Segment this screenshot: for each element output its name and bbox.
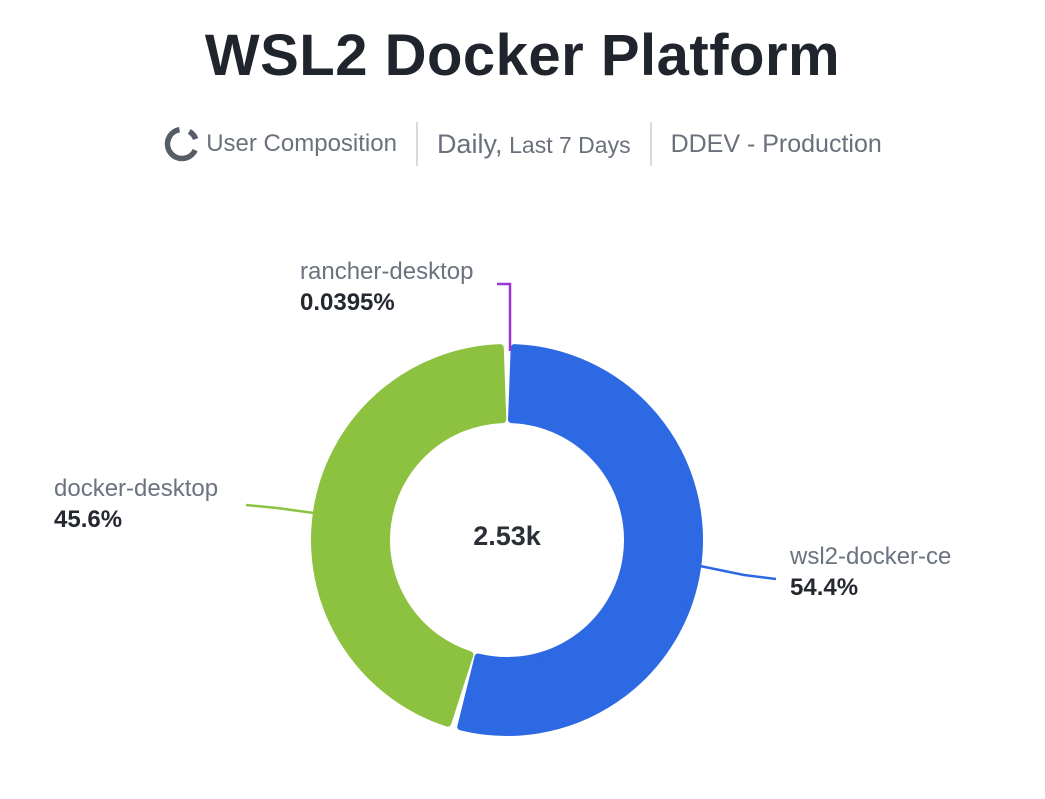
slice-percentage: 54.4%	[790, 574, 859, 601]
donut-center-total: 2.53k	[473, 521, 541, 551]
slice-percentage: 45.6%	[54, 506, 123, 533]
slice-label-rancher-desktop: rancher-desktop 0.0395%	[300, 256, 473, 318]
page-title: WSL2 Docker Platform	[204, 23, 841, 88]
donut-slice-wsl2-docker-ce[interactable]	[457, 344, 703, 736]
period-secondary: Last 7 Days	[509, 131, 631, 158]
slice-percentage: 0.0395%	[300, 289, 395, 316]
slice-label-wsl2-docker-ce: wsl2-docker-ce 54.4%	[790, 541, 951, 603]
slice-label-docker-desktop: docker-desktop 45.6%	[54, 473, 218, 535]
period-label: Daily, Last 7 Days	[437, 129, 631, 160]
period-primary: Daily,	[436, 128, 503, 159]
label-connector-rancher-desktop	[497, 282, 512, 351]
site-label: DDEV - Production	[670, 129, 882, 158]
slice-name: wsl2-docker-ce	[790, 543, 952, 570]
subtitle-divider	[649, 122, 652, 166]
chart-subtitle-row: User Composition Daily, Last 7 Days DDEV…	[0, 120, 1045, 168]
donut-chart-icon	[165, 127, 199, 162]
metric-label: User Composition	[206, 130, 397, 157]
label-connector-wsl2-docker-ce	[699, 564, 777, 581]
slice-name: rancher-desktop	[300, 258, 474, 285]
metric-group: User Composition	[163, 125, 397, 163]
subtitle-divider	[415, 122, 418, 166]
label-connector-docker-desktop	[245, 503, 315, 515]
donut-slice-docker-desktop[interactable]	[311, 344, 507, 727]
slice-name: docker-desktop	[54, 475, 219, 502]
